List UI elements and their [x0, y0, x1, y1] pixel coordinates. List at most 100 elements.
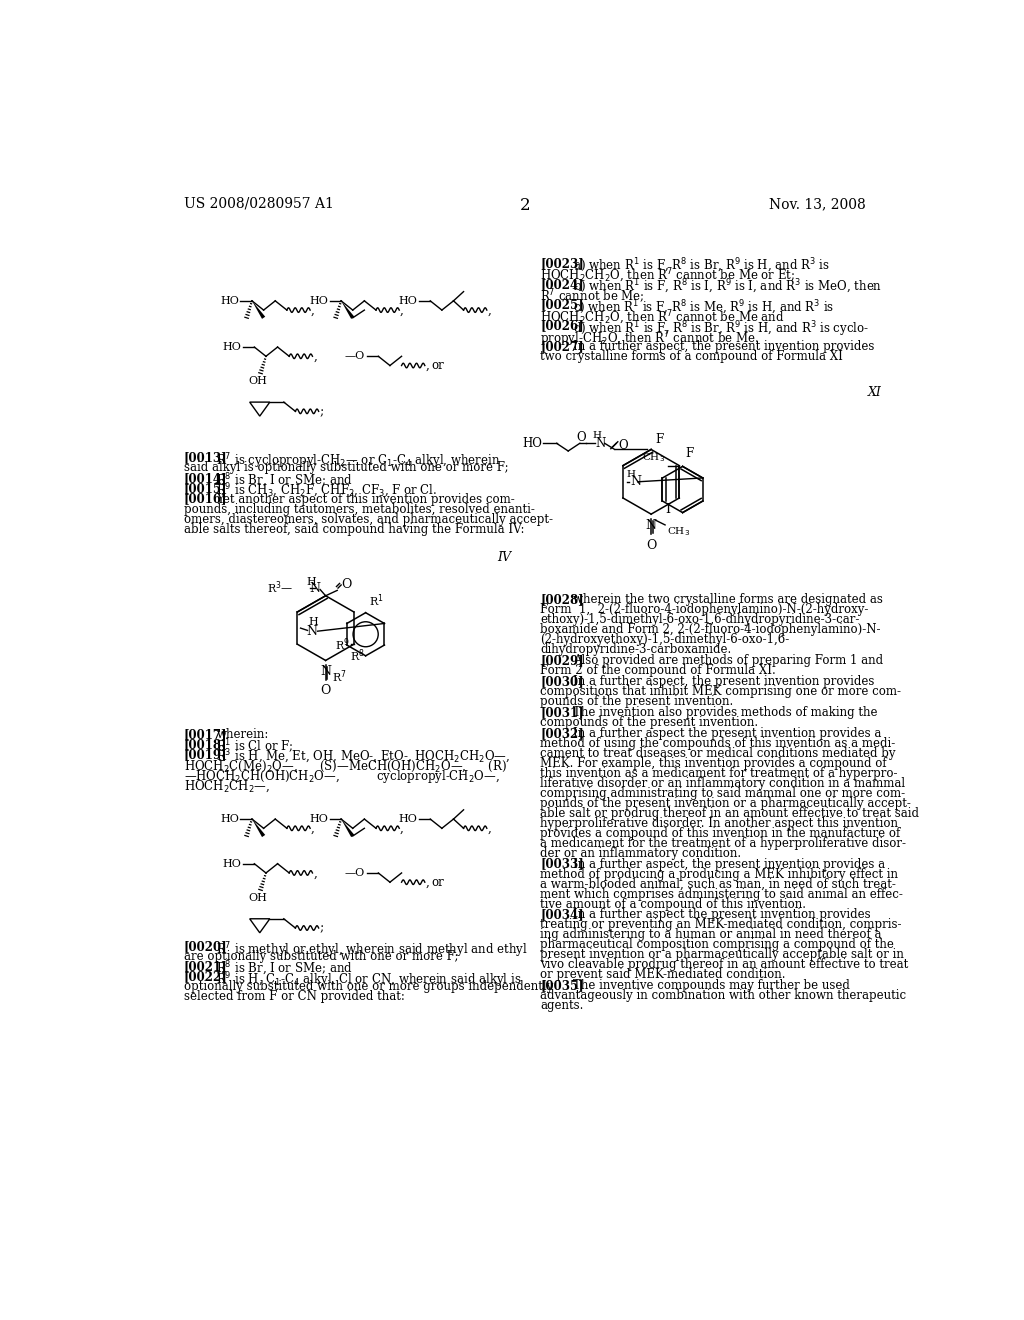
- Text: HOCH$_2$CH$_2$—,: HOCH$_2$CH$_2$—,: [183, 779, 270, 793]
- Text: d) when R$^1$ is F, R$^8$ is Br, R$^9$ is H, and R$^3$ is cyclo-: d) when R$^1$ is F, R$^8$ is Br, R$^9$ i…: [572, 319, 868, 339]
- Text: H: H: [307, 577, 316, 587]
- Text: present invention or a pharmaceutically acceptable salt or in: present invention or a pharmaceutically …: [541, 949, 904, 961]
- Text: The inventive compounds may further be used: The inventive compounds may further be u…: [572, 979, 850, 993]
- Text: R$^9$: R$^9$: [335, 636, 350, 652]
- Text: ,: ,: [426, 359, 429, 372]
- Text: —O: —O: [345, 869, 366, 878]
- Text: R$^7$ cannot be Me;: R$^7$ cannot be Me;: [541, 288, 645, 306]
- Text: able salts thereof, said compound having the Formula IV:: able salts thereof, said compound having…: [183, 523, 524, 536]
- Text: IV: IV: [497, 552, 511, 564]
- Text: HO: HO: [222, 342, 241, 352]
- Text: [0014]: [0014]: [183, 471, 227, 484]
- Text: comprising administrating to said mammal one or more com-: comprising administrating to said mammal…: [541, 787, 905, 800]
- Text: US 2008/0280957 A1: US 2008/0280957 A1: [183, 197, 334, 211]
- Text: [0016]: [0016]: [183, 492, 227, 506]
- Text: N: N: [321, 665, 331, 678]
- Text: Also provided are methods of preparing Form 1 and: Also provided are methods of preparing F…: [572, 655, 883, 668]
- Text: In a further aspect, the present invention provides a: In a further aspect, the present inventi…: [572, 858, 885, 871]
- Text: advantageously in combination with other known therapeutic: advantageously in combination with other…: [541, 989, 906, 1002]
- Text: R$^7$ is methyl or ethyl, wherein said methyl and ethyl: R$^7$ is methyl or ethyl, wherein said m…: [216, 940, 528, 960]
- Text: wherein the two crystalline forms are designated as: wherein the two crystalline forms are de…: [572, 594, 883, 606]
- Text: c) when R$^1$ is F, R$^8$ is Me, R$^9$ is H, and R$^3$ is: c) when R$^1$ is F, R$^8$ is Me, R$^9$ i…: [572, 298, 835, 317]
- Text: tive amount of a compound of this invention.: tive amount of a compound of this invent…: [541, 898, 806, 911]
- Text: MEK. For example, this invention provides a compound of: MEK. For example, this invention provide…: [541, 756, 887, 770]
- Text: propyl-CH$_2$O, then R$^7$ cannot be Me.: propyl-CH$_2$O, then R$^7$ cannot be Me.: [541, 330, 760, 348]
- Text: F: F: [655, 433, 664, 446]
- Text: I: I: [666, 503, 671, 516]
- Text: [0015]: [0015]: [183, 482, 227, 495]
- Text: HO: HO: [398, 296, 417, 306]
- Text: pharmaceutical composition comprising a compound of the: pharmaceutical composition comprising a …: [541, 939, 894, 952]
- Text: R$^3$ is H, Me, Et, OH, MeO-, EtO-, HOCH$_2$CH$_2$O—,: R$^3$ is H, Me, Et, OH, MeO-, EtO-, HOCH…: [216, 748, 511, 767]
- Text: HO: HO: [309, 296, 328, 306]
- Text: omers, diastereomers, solvates, and pharmaceutically accept-: omers, diastereomers, solvates, and phar…: [183, 512, 553, 525]
- Text: compounds of the present invention.: compounds of the present invention.: [541, 715, 759, 729]
- Text: HOCH$_2$CH$_2$O, then R$^7$ cannot be Me or Et;: HOCH$_2$CH$_2$O, then R$^7$ cannot be Me…: [541, 267, 796, 285]
- Text: In a further aspect, the present invention provides: In a further aspect, the present inventi…: [572, 675, 874, 688]
- Text: said alkyl is optionally substituted with one or more F;: said alkyl is optionally substituted wit…: [183, 461, 509, 474]
- Text: ,: ,: [400, 822, 403, 834]
- Text: provides a compound of this invention in the manufacture of: provides a compound of this invention in…: [541, 826, 900, 840]
- Text: [0034]: [0034]: [541, 908, 584, 921]
- Text: this invention as a medicament for treatment of a hyperpro-: this invention as a medicament for treat…: [541, 767, 898, 780]
- Text: In a further aspect the present invention provides: In a further aspect the present inventio…: [572, 908, 870, 921]
- Text: HOCH$_2$C(Me)$_2$O—,      (S)—MeCH(OH)CH$_2$O—,      (R): HOCH$_2$C(Me)$_2$O—, (S)—MeCH(OH)CH$_2$O…: [183, 758, 507, 774]
- Text: HO: HO: [398, 814, 417, 824]
- Text: Nov. 13, 2008: Nov. 13, 2008: [769, 197, 866, 211]
- Text: In a further aspect, the present invention provides: In a further aspect, the present inventi…: [572, 341, 874, 354]
- Text: XI: XI: [868, 387, 882, 400]
- Text: HO: HO: [522, 437, 543, 450]
- Text: (2-hydroxyethoxy)-1,5-dimethyl-6-oxo-1,6-: (2-hydroxyethoxy)-1,5-dimethyl-6-oxo-1,6…: [541, 634, 790, 647]
- Text: —HOCH$_2$CH(OH)CH$_2$O—,          cyclopropyl-CH$_2$O—,: —HOCH$_2$CH(OH)CH$_2$O—, cyclopropyl-CH$…: [183, 768, 500, 785]
- Text: liferative disorder or an inflammatory condition in a mammal: liferative disorder or an inflammatory c…: [541, 776, 905, 789]
- Text: H: H: [308, 616, 317, 627]
- Text: R$^9$ is CH$_3$, CH$_2$F, CHF$_2$, CF$_3$, F or Cl.: R$^9$ is CH$_3$, CH$_2$F, CHF$_2$, CF$_3…: [216, 482, 437, 500]
- Text: pounds of the present invention or a pharmaceutically accept-: pounds of the present invention or a pha…: [541, 797, 911, 809]
- Text: H: H: [627, 470, 635, 479]
- Text: [0027]: [0027]: [541, 341, 584, 354]
- Text: method of using the compounds of this invention as a medi-: method of using the compounds of this in…: [541, 737, 896, 750]
- Text: O: O: [646, 539, 656, 552]
- Text: a warm-blooded animal, such as man, in need of such treat-: a warm-blooded animal, such as man, in n…: [541, 878, 896, 891]
- Text: are optionally substituted with one or more F;: are optionally substituted with one or m…: [183, 950, 459, 964]
- Text: [0013]: [0013]: [183, 451, 227, 465]
- Text: [0026]: [0026]: [541, 319, 584, 333]
- Text: agents.: agents.: [541, 999, 584, 1012]
- Text: ;: ;: [319, 921, 324, 935]
- Text: [0017]: [0017]: [183, 729, 227, 742]
- Text: pounds, including tautomers, metabolites, resolved enanti-: pounds, including tautomers, metabolites…: [183, 503, 535, 516]
- Text: Form 2 of the compound of Formula XI.: Form 2 of the compound of Formula XI.: [541, 664, 776, 677]
- Text: [0029]: [0029]: [541, 655, 584, 668]
- Text: ,: ,: [313, 866, 317, 879]
- Text: R$^8$: R$^8$: [350, 647, 365, 664]
- Text: a) when R$^1$ is F, R$^8$ is Br, R$^9$ is H, and R$^3$ is: a) when R$^1$ is F, R$^8$ is Br, R$^9$ i…: [572, 257, 829, 275]
- Text: N: N: [645, 519, 656, 532]
- Text: The invention also provides methods of making the: The invention also provides methods of m…: [572, 706, 878, 719]
- Text: ,: ,: [400, 304, 403, 317]
- Text: O: O: [577, 430, 586, 444]
- Text: able salt or prodrug thereof in an amount effective to treat said: able salt or prodrug thereof in an amoun…: [541, 807, 920, 820]
- Text: [0020]: [0020]: [183, 940, 227, 953]
- Text: method of producing a producing a MEK inhibitory effect in: method of producing a producing a MEK in…: [541, 867, 898, 880]
- Text: vivo cleavable prodrug thereof in an amount effective to treat: vivo cleavable prodrug thereof in an amo…: [541, 958, 908, 972]
- Text: [0031]: [0031]: [541, 706, 584, 719]
- Text: ,: ,: [311, 822, 314, 834]
- Polygon shape: [341, 301, 354, 319]
- Text: In a further aspect the present invention provides a: In a further aspect the present inventio…: [572, 726, 882, 739]
- Polygon shape: [252, 818, 265, 837]
- Text: pounds of the present invention.: pounds of the present invention.: [541, 696, 733, 708]
- Polygon shape: [341, 818, 354, 837]
- Text: [0028]: [0028]: [541, 594, 584, 606]
- Text: R$^8$ is Br, I or SMe; and: R$^8$ is Br, I or SMe; and: [216, 960, 353, 978]
- Text: a medicament for the treatment of a hyperproliferative disor-: a medicament for the treatment of a hype…: [541, 837, 906, 850]
- Text: H: H: [592, 432, 601, 440]
- Text: OH: OH: [249, 892, 267, 903]
- Text: or: or: [431, 875, 443, 888]
- Text: R$^9$ is H, C$_1$-C$_4$ alkyl, Cl or CN, wherein said alkyl is: R$^9$ is H, C$_1$-C$_4$ alkyl, Cl or CN,…: [216, 970, 522, 990]
- Text: F: F: [685, 447, 693, 461]
- Text: R$^1$: R$^1$: [369, 593, 383, 609]
- Text: hyperproliferative disorder. In another aspect this invention: hyperproliferative disorder. In another …: [541, 817, 898, 830]
- Text: ;: ;: [319, 405, 324, 418]
- Text: OH: OH: [249, 376, 267, 387]
- Text: or: or: [431, 359, 443, 372]
